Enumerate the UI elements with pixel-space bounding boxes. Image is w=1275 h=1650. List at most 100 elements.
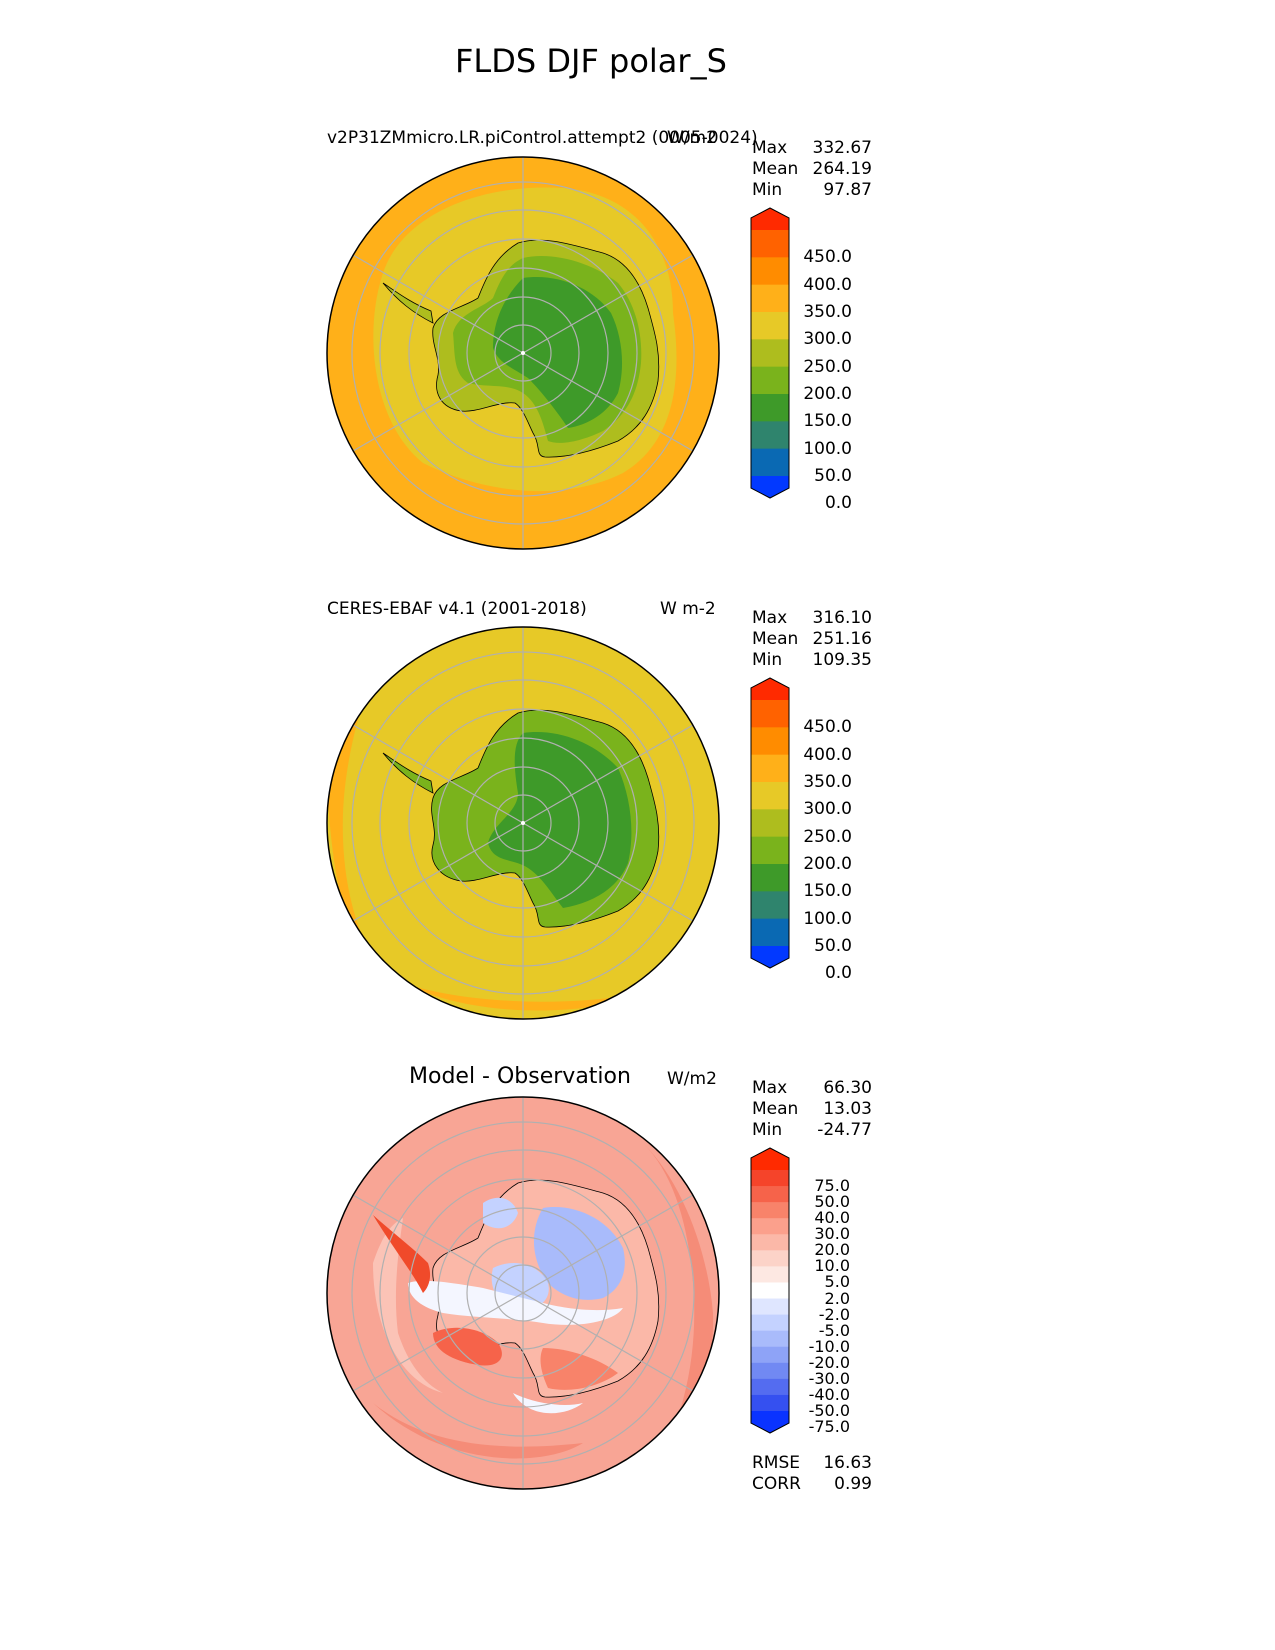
stat-mean-label: Mean	[752, 629, 799, 649]
ocean-outer-field	[403, 983, 643, 1011]
colorbar-segment	[751, 864, 789, 892]
colorbar-segment	[751, 1202, 789, 1219]
colorbar-tick-label: 300.0	[803, 799, 852, 820]
polar-map	[326, 1096, 720, 1490]
panel-title: Model - Observation	[409, 1064, 631, 1089]
colorbar-tick-label: 150.0	[803, 881, 852, 902]
colorbar-segment	[751, 421, 789, 450]
colorbar-extend-max	[751, 1148, 789, 1170]
stat-max-value: 316.10	[812, 608, 872, 628]
colorbar-tick-label: 450.0	[803, 247, 852, 268]
colorbar-tick-label: -75.0	[808, 1417, 850, 1437]
colorbar-segment	[751, 448, 789, 477]
polar-map	[326, 156, 720, 550]
colorbar-tick-label: 350.0	[803, 302, 852, 322]
stat-max-value: 332.67	[812, 138, 872, 158]
negative-region	[533, 1207, 625, 1300]
colorbar-segment	[751, 1378, 789, 1396]
colorbar-segment	[751, 1266, 789, 1283]
interior-field	[488, 732, 632, 908]
colorbar-tick-label: 50.0	[814, 1192, 850, 1212]
colorbar-segment	[751, 230, 789, 258]
colorbar-tick-label: 10.0	[814, 1256, 850, 1276]
positive-region	[540, 1348, 618, 1390]
ocean-outer-field	[643, 1143, 714, 1453]
colorbar-segment	[751, 700, 789, 728]
stat-min-label: Min	[752, 180, 783, 200]
colorbar-tick-label: -2.0	[818, 1304, 850, 1324]
colorbar-segment	[751, 284, 789, 313]
stat-mean-value: 251.16	[812, 629, 872, 649]
corr-label: CORR	[752, 1474, 801, 1494]
colorbar-tick-label: -20.0	[808, 1352, 850, 1372]
colorbar-outline	[750, 677, 790, 969]
stat-min-label: Min	[752, 650, 783, 670]
colorbar-segment	[751, 1346, 789, 1364]
stat-mean-value: 13.03	[823, 1099, 872, 1119]
figure-title: FLDS DJF polar_S	[455, 42, 727, 80]
ocean-outer-field	[373, 1403, 583, 1459]
colorbar-outline	[750, 1147, 790, 1434]
colorbar-tick-label: 0.0	[824, 963, 852, 984]
colorbar-segment	[751, 918, 789, 947]
colorbar-segment	[751, 836, 789, 865]
colorbar-tick-label: 400.0	[803, 744, 852, 765]
colorbar-tick-label: 20.0	[814, 1240, 850, 1260]
colorbar-segment	[751, 394, 789, 422]
pole-marker	[521, 351, 525, 355]
colorbar-segment	[751, 1394, 789, 1412]
colorbar-outline	[750, 207, 790, 499]
colorbar-tick-label: -40.0	[808, 1384, 850, 1404]
map-boundary	[326, 1096, 720, 1490]
stat-mean-label: Mean	[752, 1099, 799, 1119]
colorbar-extend-min	[751, 476, 789, 498]
stat-mean-label: Mean	[752, 159, 799, 179]
colorbar-tick-label: 40.0	[814, 1208, 850, 1228]
colorbar-tick-label: 200.0	[803, 384, 852, 404]
colorbar-segment	[751, 257, 789, 286]
colorbar-tick-label: 0.0	[824, 493, 852, 514]
colorbar-segment	[751, 1234, 789, 1251]
colorbar-segment	[751, 1298, 789, 1316]
colorbar-tick-label: 5.0	[824, 1272, 850, 1292]
panel-units: W/m2	[667, 1069, 717, 1089]
colorbar-tick-label: 450.0	[803, 717, 852, 738]
ocean-inner-pale	[373, 1218, 443, 1393]
near-zero-edge	[513, 1393, 583, 1414]
colorbar-tick-label: 150.0	[803, 411, 852, 432]
colorbar-tick-label: 50.0	[814, 466, 852, 486]
colorbar	[750, 1147, 790, 1434]
colorbar-segment	[751, 1170, 789, 1187]
rmse-label: RMSE	[752, 1453, 801, 1473]
positive-strong-region	[373, 1215, 431, 1293]
colorbar-tick-label: 250.0	[803, 356, 852, 377]
colorbar-extend-min	[751, 1411, 789, 1433]
colorbar-segment	[751, 1330, 789, 1348]
colorbar-segment	[751, 366, 789, 395]
colorbar-tick-label: -50.0	[808, 1401, 850, 1420]
colorbar-extend-max	[751, 678, 789, 700]
stat-min-label: Min	[752, 1120, 783, 1140]
panel-units: W/m2	[667, 128, 717, 148]
colorbar-tick-label: 2.0	[824, 1288, 850, 1308]
stat-max-label: Max	[752, 608, 788, 628]
colorbar-tick-label: 300.0	[803, 329, 852, 350]
colorbar-segment	[751, 1282, 789, 1300]
pole-marker	[521, 821, 525, 825]
stat-min-value: 109.35	[812, 650, 872, 670]
colorbar-tick-label: 100.0	[803, 908, 852, 929]
rmse-value: 16.63	[823, 1453, 872, 1473]
negative-region	[483, 1197, 518, 1229]
colorbar-tick-label: 350.0	[803, 772, 852, 792]
polar-map	[326, 626, 720, 1020]
colorbar-tick-label: -30.0	[808, 1368, 850, 1388]
colorbar-tick-label: 200.0	[803, 854, 852, 874]
stat-min-value: -24.77	[817, 1120, 872, 1140]
grid-lines	[351, 1097, 695, 1489]
colorbar-segment	[751, 727, 789, 756]
colorbar-tick-label: -10.0	[808, 1336, 850, 1356]
map-boundary	[326, 626, 720, 1020]
stat-mean-value: 264.19	[812, 159, 872, 179]
colorbar-segment	[751, 1362, 789, 1380]
colorbar-segment	[751, 312, 789, 340]
